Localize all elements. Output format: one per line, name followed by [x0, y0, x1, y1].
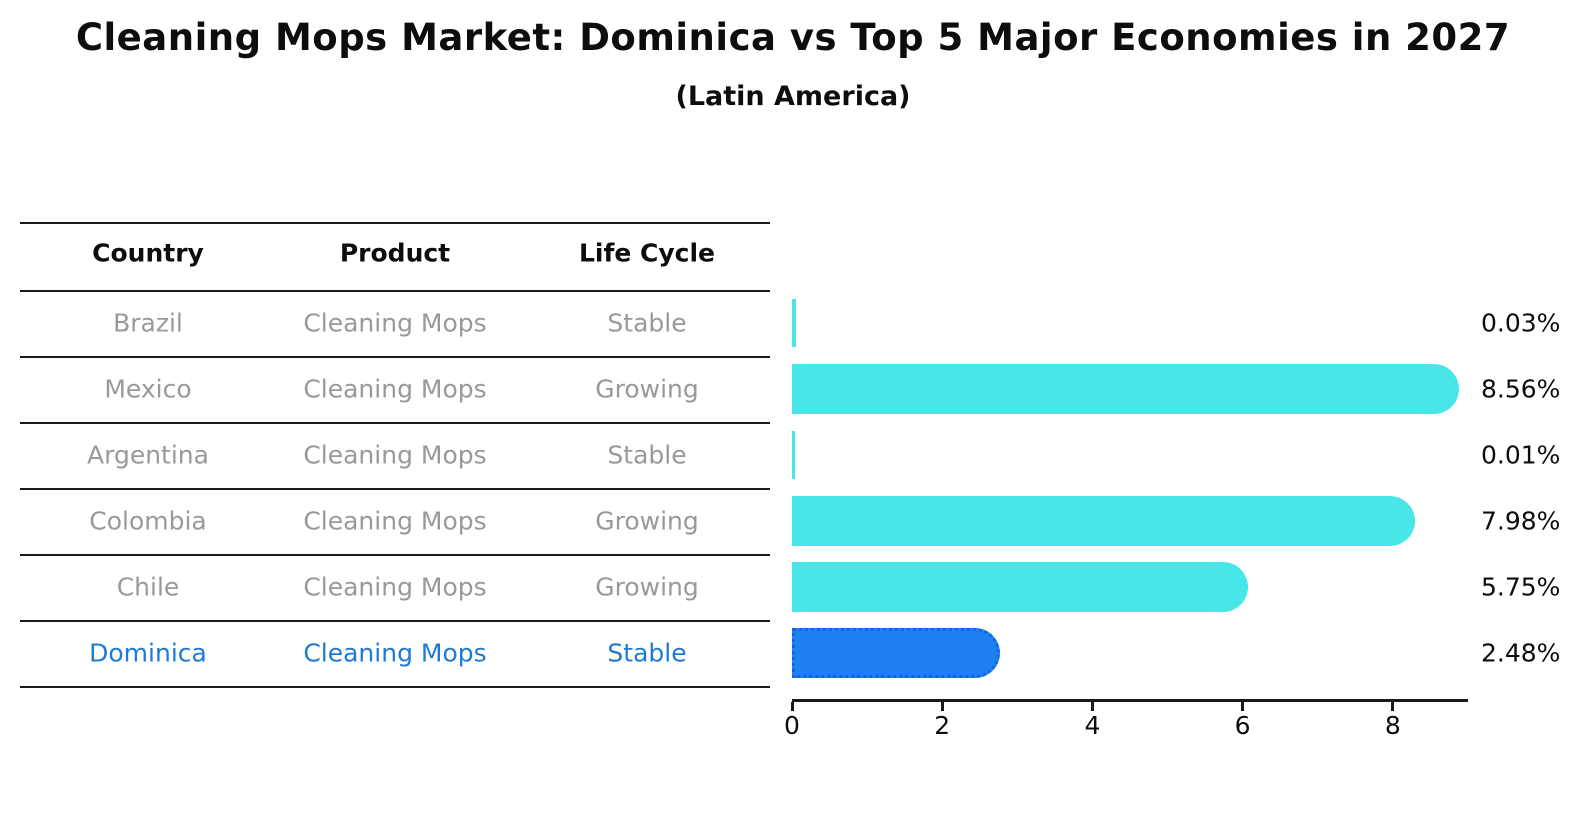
x-axis-tick-label: 4 [1084, 711, 1101, 740]
table-cell: Cleaning Mops [303, 440, 487, 470]
table-cell: Cleaning Mops [303, 638, 487, 668]
x-axis-tick-label: 8 [1384, 711, 1401, 740]
chart-title: Cleaning Mops Market: Dominica vs Top 5 … [75, 16, 1511, 59]
table-cell: Cleaning Mops [303, 308, 487, 338]
x-axis-tick [1391, 702, 1395, 711]
table-cell: Growing [595, 572, 699, 602]
table-rule [20, 422, 770, 424]
bar [792, 496, 1416, 546]
x-axis-line [792, 699, 1468, 702]
bar-highlight [792, 628, 1001, 678]
table-header-life-cycle: Life Cycle [578, 238, 716, 268]
table-rule [20, 488, 770, 490]
x-axis-tick-label: 6 [1234, 711, 1251, 740]
bar-value-label: 0.03% [1481, 308, 1561, 338]
table-cell: Growing [595, 506, 699, 536]
table-rule [20, 554, 770, 556]
x-axis-tick-label: 0 [784, 711, 800, 740]
table-cell: Stable [607, 440, 687, 470]
chart-subtitle: (Latin America) [675, 81, 911, 112]
table-cell: Colombia [89, 506, 207, 536]
table-rule [20, 620, 770, 622]
table-header-product: Product [339, 238, 451, 268]
table-cell: Stable [607, 308, 687, 338]
x-axis-tick [1241, 702, 1245, 711]
bar [792, 562, 1248, 612]
table-cell: Stable [607, 638, 687, 668]
table-cell: Brazil [113, 308, 183, 338]
table-cell: Cleaning Mops [303, 572, 487, 602]
table-rule [20, 222, 770, 224]
bar-value-label: 2.48% [1481, 638, 1561, 668]
x-axis-tick-label: 2 [934, 711, 951, 740]
bar-value-label: 8.56% [1481, 374, 1561, 404]
table-rule [20, 290, 770, 292]
table-rule [20, 686, 770, 688]
table-header-country: Country [92, 238, 204, 268]
table-cell: Cleaning Mops [303, 374, 487, 404]
bar-value-label: 5.75% [1481, 572, 1561, 602]
bar-tiny [792, 299, 797, 347]
bar-tiny [792, 431, 795, 479]
table-cell: Growing [595, 374, 699, 404]
table-rule [20, 356, 770, 358]
table-cell: Argentina [87, 440, 209, 470]
table-cell: Mexico [104, 374, 192, 404]
x-axis-tick [790, 702, 794, 711]
table-cell: Chile [116, 572, 180, 602]
table-cell: Dominica [89, 638, 207, 668]
bar [792, 364, 1459, 414]
x-axis-tick [940, 702, 944, 711]
x-axis-tick [1090, 702, 1094, 711]
table-cell: Cleaning Mops [303, 506, 487, 536]
bar-value-label: 0.01% [1481, 440, 1561, 470]
bar-value-label: 7.98% [1481, 506, 1561, 536]
